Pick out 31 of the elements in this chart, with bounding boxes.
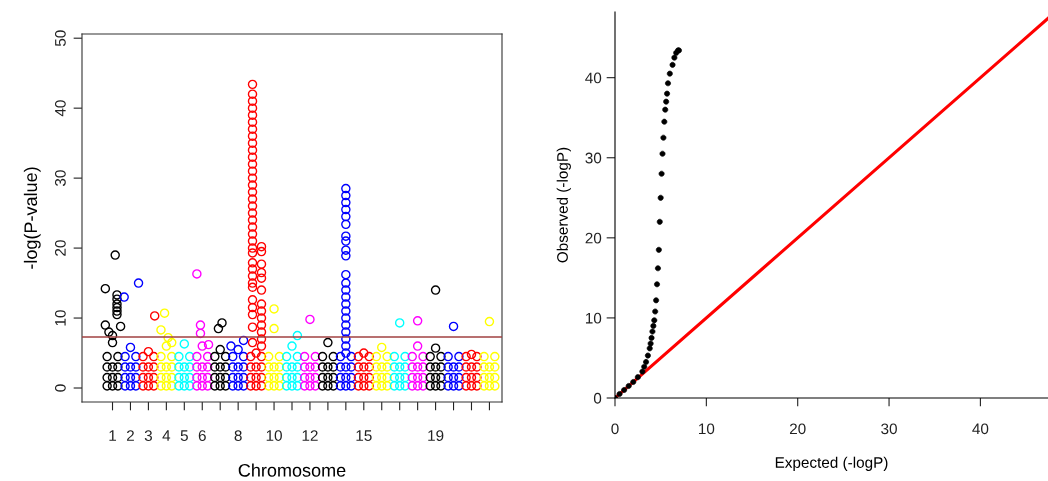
x-tick-label: 10: [699, 423, 715, 435]
x-tick-label: 30: [881, 423, 897, 435]
x-tick-label: 1: [109, 430, 117, 441]
y-axis-title: -log(P-value): [23, 167, 41, 269]
y-tick-label: 10: [585, 312, 602, 324]
y-axis-title: Observed (-logP): [556, 147, 571, 263]
x-tick-label: 10: [266, 430, 282, 441]
x-tick-label: 19: [428, 430, 444, 441]
y-tick-label: 40: [54, 100, 66, 117]
x-tick-label: 12: [302, 430, 318, 441]
x-tick-label: 15: [356, 430, 372, 441]
y-tick-label: 0: [593, 392, 602, 404]
x-tick-label: 2: [126, 430, 134, 441]
y-tick-label: 10: [54, 310, 66, 326]
x-tick-label: 40: [972, 423, 989, 435]
x-tick-label: 6: [198, 430, 206, 441]
x-tick-label: 0: [611, 423, 619, 435]
y-tick-label: 50: [54, 30, 66, 47]
y-tick-label: 40: [585, 72, 602, 84]
x-tick-label: 3: [144, 430, 152, 441]
x-tick-label: 5: [180, 430, 188, 441]
y-tick-label: 20: [54, 240, 66, 256]
y-tick-label: 20: [585, 232, 602, 244]
y-tick-label: 30: [585, 152, 602, 164]
x-axis-title: Expected (-logP): [775, 456, 888, 471]
x-tick-label: 20: [789, 423, 806, 435]
y-tick-label: 0: [54, 384, 66, 392]
y-tick-label: 30: [54, 170, 66, 187]
x-axis-title: Chromosome: [238, 463, 346, 477]
x-tick-label: 4: [162, 430, 171, 441]
x-tick-label: 8: [234, 430, 242, 441]
